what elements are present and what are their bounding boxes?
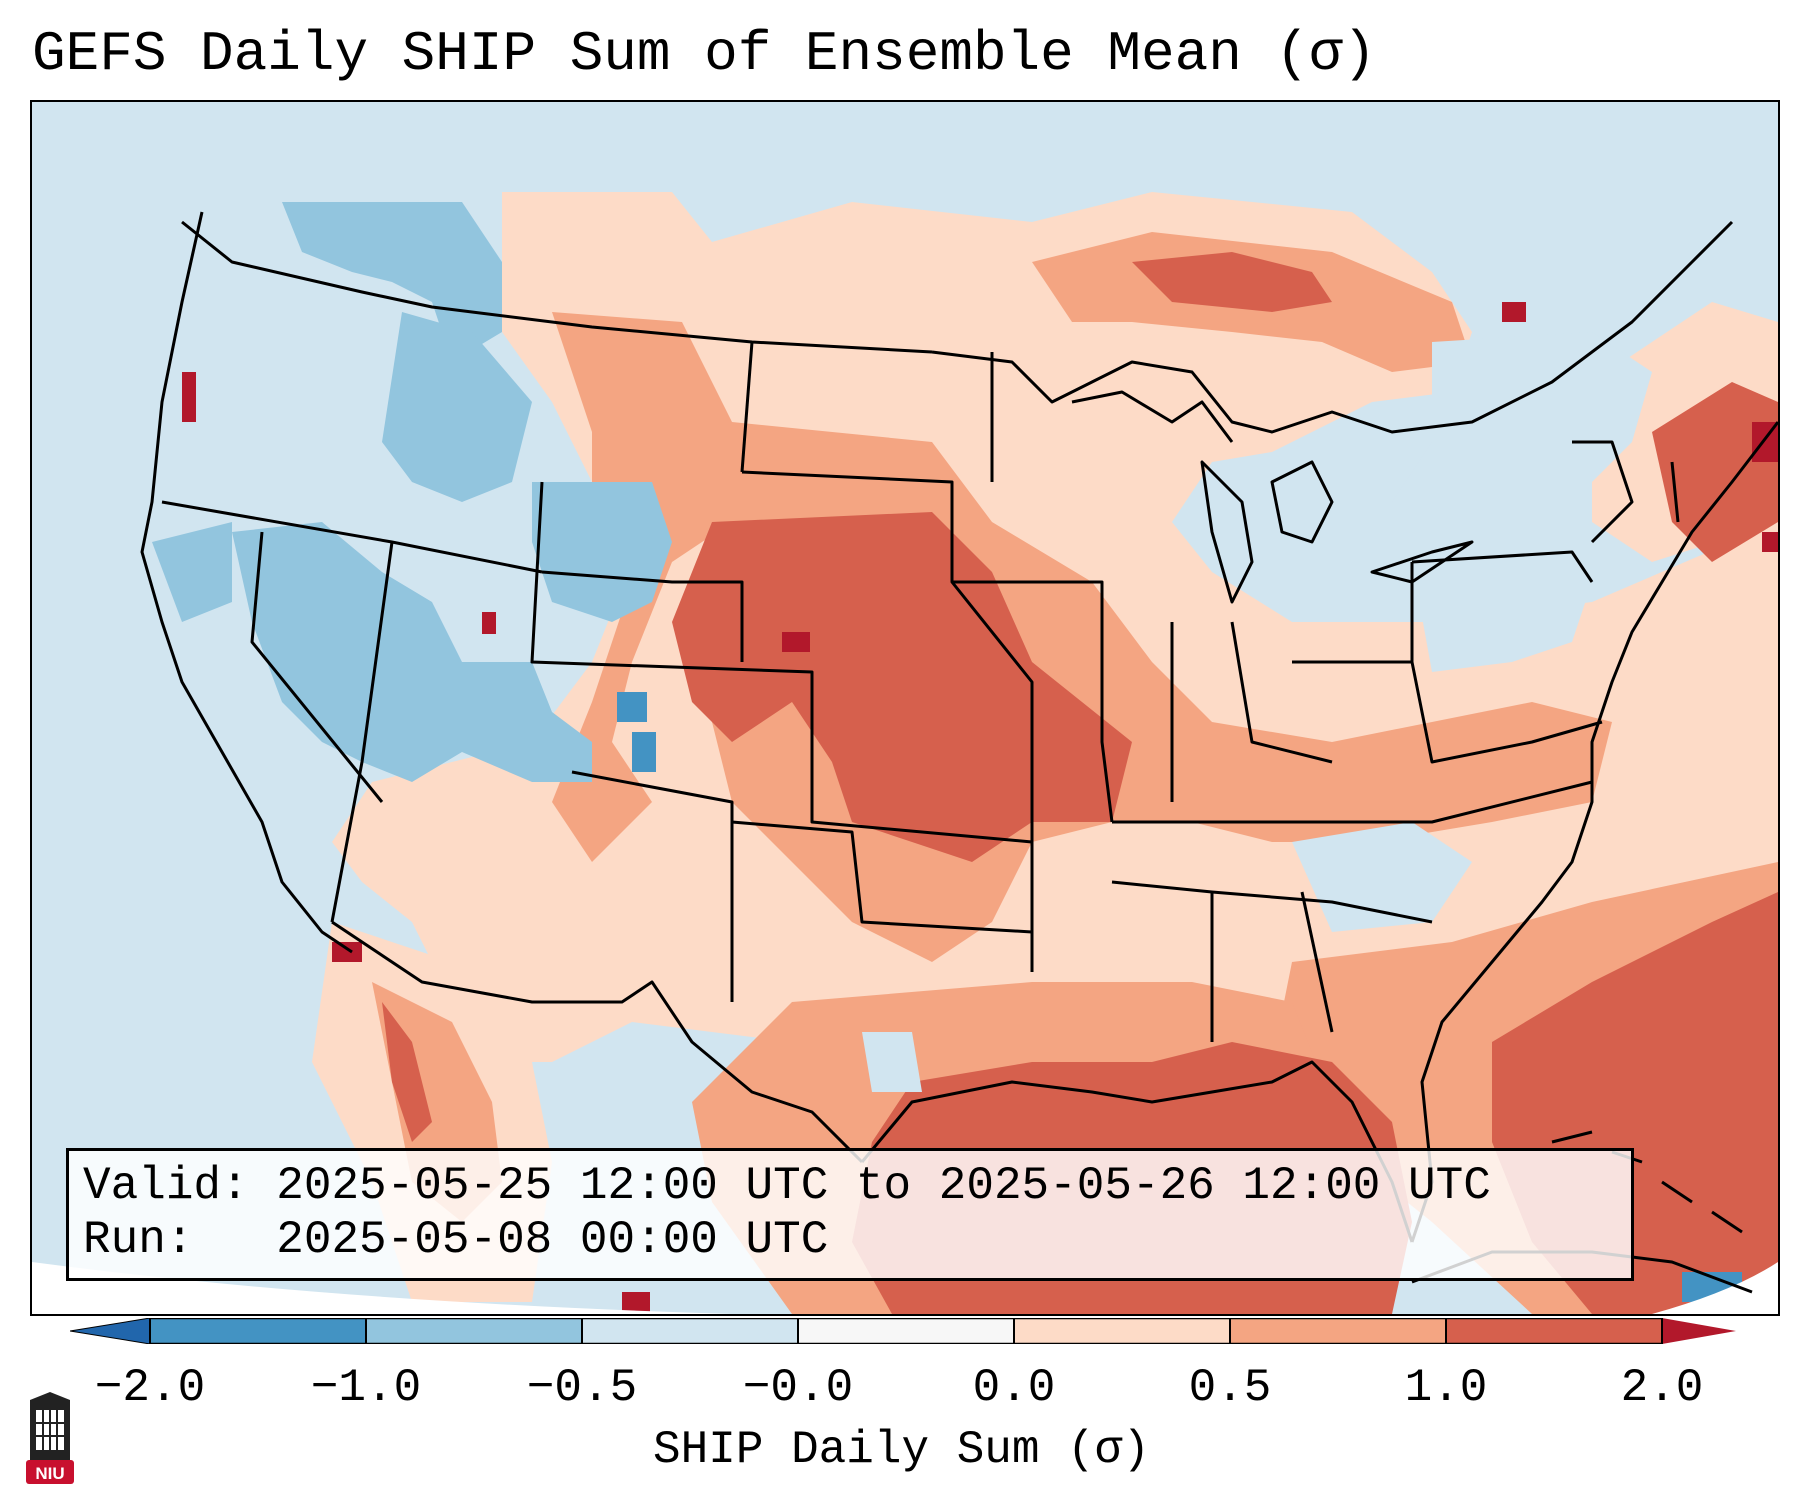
- field-blue-oregon-coast: [152, 522, 232, 622]
- colorbar-tick-label: 2.0: [1620, 1362, 1704, 1414]
- field-extreme-red-2: [1502, 302, 1526, 322]
- outside-domain-corner: [32, 1262, 732, 1314]
- field-blue-wyoming: [532, 482, 672, 622]
- colorbar-tick-label: −1.0: [310, 1362, 422, 1414]
- ship-anomaly-map: [32, 102, 1778, 1314]
- colorbar-extend-low: [70, 1318, 151, 1344]
- svg-text:NIU: NIU: [35, 1464, 64, 1483]
- valid-time-line: Valid: 2025-05-25 12:00 UTC to 2025-05-2…: [83, 1160, 1491, 1212]
- colorbar-bin-neg05-0: [582, 1318, 798, 1344]
- colorbar-extend-high: [1662, 1318, 1736, 1344]
- colorbar-tick-label: −0.5: [526, 1362, 638, 1414]
- colorbar-ticks: [149, 1318, 1663, 1344]
- niu-logo: NIU: [26, 1392, 74, 1484]
- field-red-canada-band: [1132, 252, 1332, 312]
- colorbar-label: SHIP Daily Sum (σ): [653, 1424, 1150, 1476]
- colorbar: [70, 1318, 1736, 1344]
- field-extreme-red-7: [182, 372, 196, 422]
- field-lightblue-texas: [862, 1032, 922, 1092]
- valid-run-info-box: Valid: 2025-05-25 12:00 UTC to 2025-05-2…: [66, 1148, 1634, 1281]
- colorbar-bin-neg2-neg1: [150, 1318, 366, 1344]
- colorbar-bin-05-1: [1230, 1318, 1446, 1344]
- colorbar-bin-zero: [798, 1318, 1014, 1344]
- field-blue-idaho-montana: [382, 312, 532, 502]
- run-time-line: Run: 2025-05-08 00:00 UTC: [83, 1214, 829, 1266]
- field-extreme-red-5: [482, 612, 496, 634]
- colorbar-tick-label: −2.0: [94, 1362, 206, 1414]
- field-extreme-red-1: [782, 632, 810, 652]
- field-red-central-plains: [672, 512, 1132, 862]
- field-extreme-red-6: [332, 942, 362, 962]
- field-blue-great-basin: [232, 522, 592, 782]
- colorbar-bin-1-2: [1446, 1318, 1662, 1344]
- colorbar-bin-0-05: [1014, 1318, 1230, 1344]
- field-extreme-red-8: [622, 1292, 650, 1314]
- field-blue-colorado-core: [617, 692, 647, 722]
- field-blue-northwest: [282, 202, 502, 362]
- field-red-california-coast: [382, 1002, 432, 1142]
- colorbar-tick-label: −0.0: [742, 1362, 854, 1414]
- field-extreme-red-4: [1762, 532, 1778, 552]
- map-panel: [30, 100, 1780, 1316]
- political-boundaries: [140, 211, 1778, 1294]
- field-red-new-england: [1652, 382, 1778, 562]
- colorbar-bin-neg1-neg05: [366, 1318, 582, 1344]
- colorbar-tick-label: 0.5: [1188, 1362, 1272, 1414]
- field-lightblue-northeast: [1392, 332, 1652, 552]
- colorbar-tick-label: 0.0: [972, 1362, 1056, 1414]
- colorbar-tick-label: 1.0: [1404, 1362, 1488, 1414]
- chart-title: GEFS Daily SHIP Sum of Ensemble Mean (σ): [32, 22, 1377, 86]
- outside-domain-corner-right: [1652, 1262, 1778, 1314]
- field-blue-colorado-core-2: [632, 732, 656, 772]
- field-lightblue-pennsylvania: [1412, 552, 1592, 672]
